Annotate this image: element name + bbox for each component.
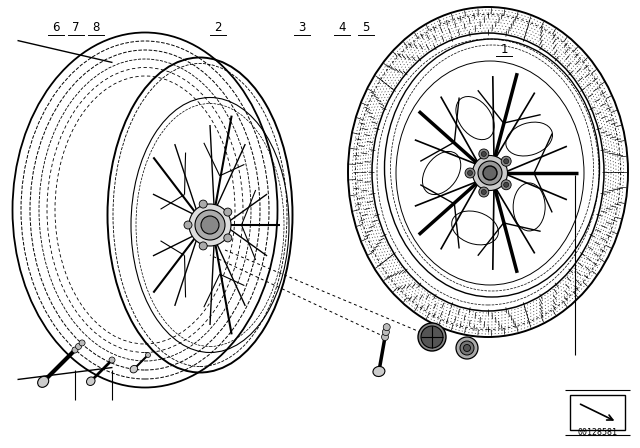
Ellipse shape: [421, 326, 443, 348]
Circle shape: [501, 180, 511, 190]
Ellipse shape: [463, 345, 470, 352]
Circle shape: [465, 168, 475, 178]
Circle shape: [481, 151, 486, 156]
Ellipse shape: [72, 347, 78, 353]
Circle shape: [224, 208, 232, 216]
Circle shape: [467, 171, 472, 176]
Circle shape: [504, 182, 509, 187]
Ellipse shape: [383, 323, 390, 331]
Ellipse shape: [86, 377, 95, 385]
Ellipse shape: [483, 166, 497, 180]
Ellipse shape: [195, 210, 225, 240]
Circle shape: [479, 187, 489, 197]
Text: 8: 8: [92, 21, 100, 34]
Circle shape: [199, 200, 207, 208]
Ellipse shape: [373, 366, 385, 376]
Ellipse shape: [145, 353, 150, 358]
Circle shape: [501, 156, 511, 166]
Ellipse shape: [38, 376, 49, 388]
Ellipse shape: [418, 323, 446, 351]
Ellipse shape: [478, 161, 502, 185]
Text: 4: 4: [339, 21, 346, 34]
Circle shape: [199, 242, 207, 250]
Bar: [570, 395, 625, 430]
Circle shape: [504, 159, 509, 164]
Text: 5: 5: [362, 21, 370, 34]
Text: 3: 3: [298, 21, 306, 34]
Ellipse shape: [456, 337, 478, 359]
Ellipse shape: [189, 204, 231, 246]
Text: 7: 7: [72, 21, 79, 34]
Ellipse shape: [381, 333, 388, 340]
Ellipse shape: [130, 366, 138, 373]
Circle shape: [224, 234, 232, 242]
Text: 2: 2: [214, 21, 221, 34]
Text: 6: 6: [52, 21, 60, 34]
Circle shape: [479, 149, 489, 159]
Ellipse shape: [460, 341, 474, 355]
Circle shape: [481, 190, 486, 194]
Ellipse shape: [79, 340, 85, 346]
Ellipse shape: [109, 357, 115, 363]
Circle shape: [184, 221, 192, 229]
Text: 1: 1: [500, 43, 508, 56]
Ellipse shape: [382, 328, 389, 336]
Ellipse shape: [76, 344, 81, 349]
Text: 00128581: 00128581: [577, 427, 617, 436]
Ellipse shape: [201, 216, 219, 234]
Ellipse shape: [472, 155, 508, 190]
